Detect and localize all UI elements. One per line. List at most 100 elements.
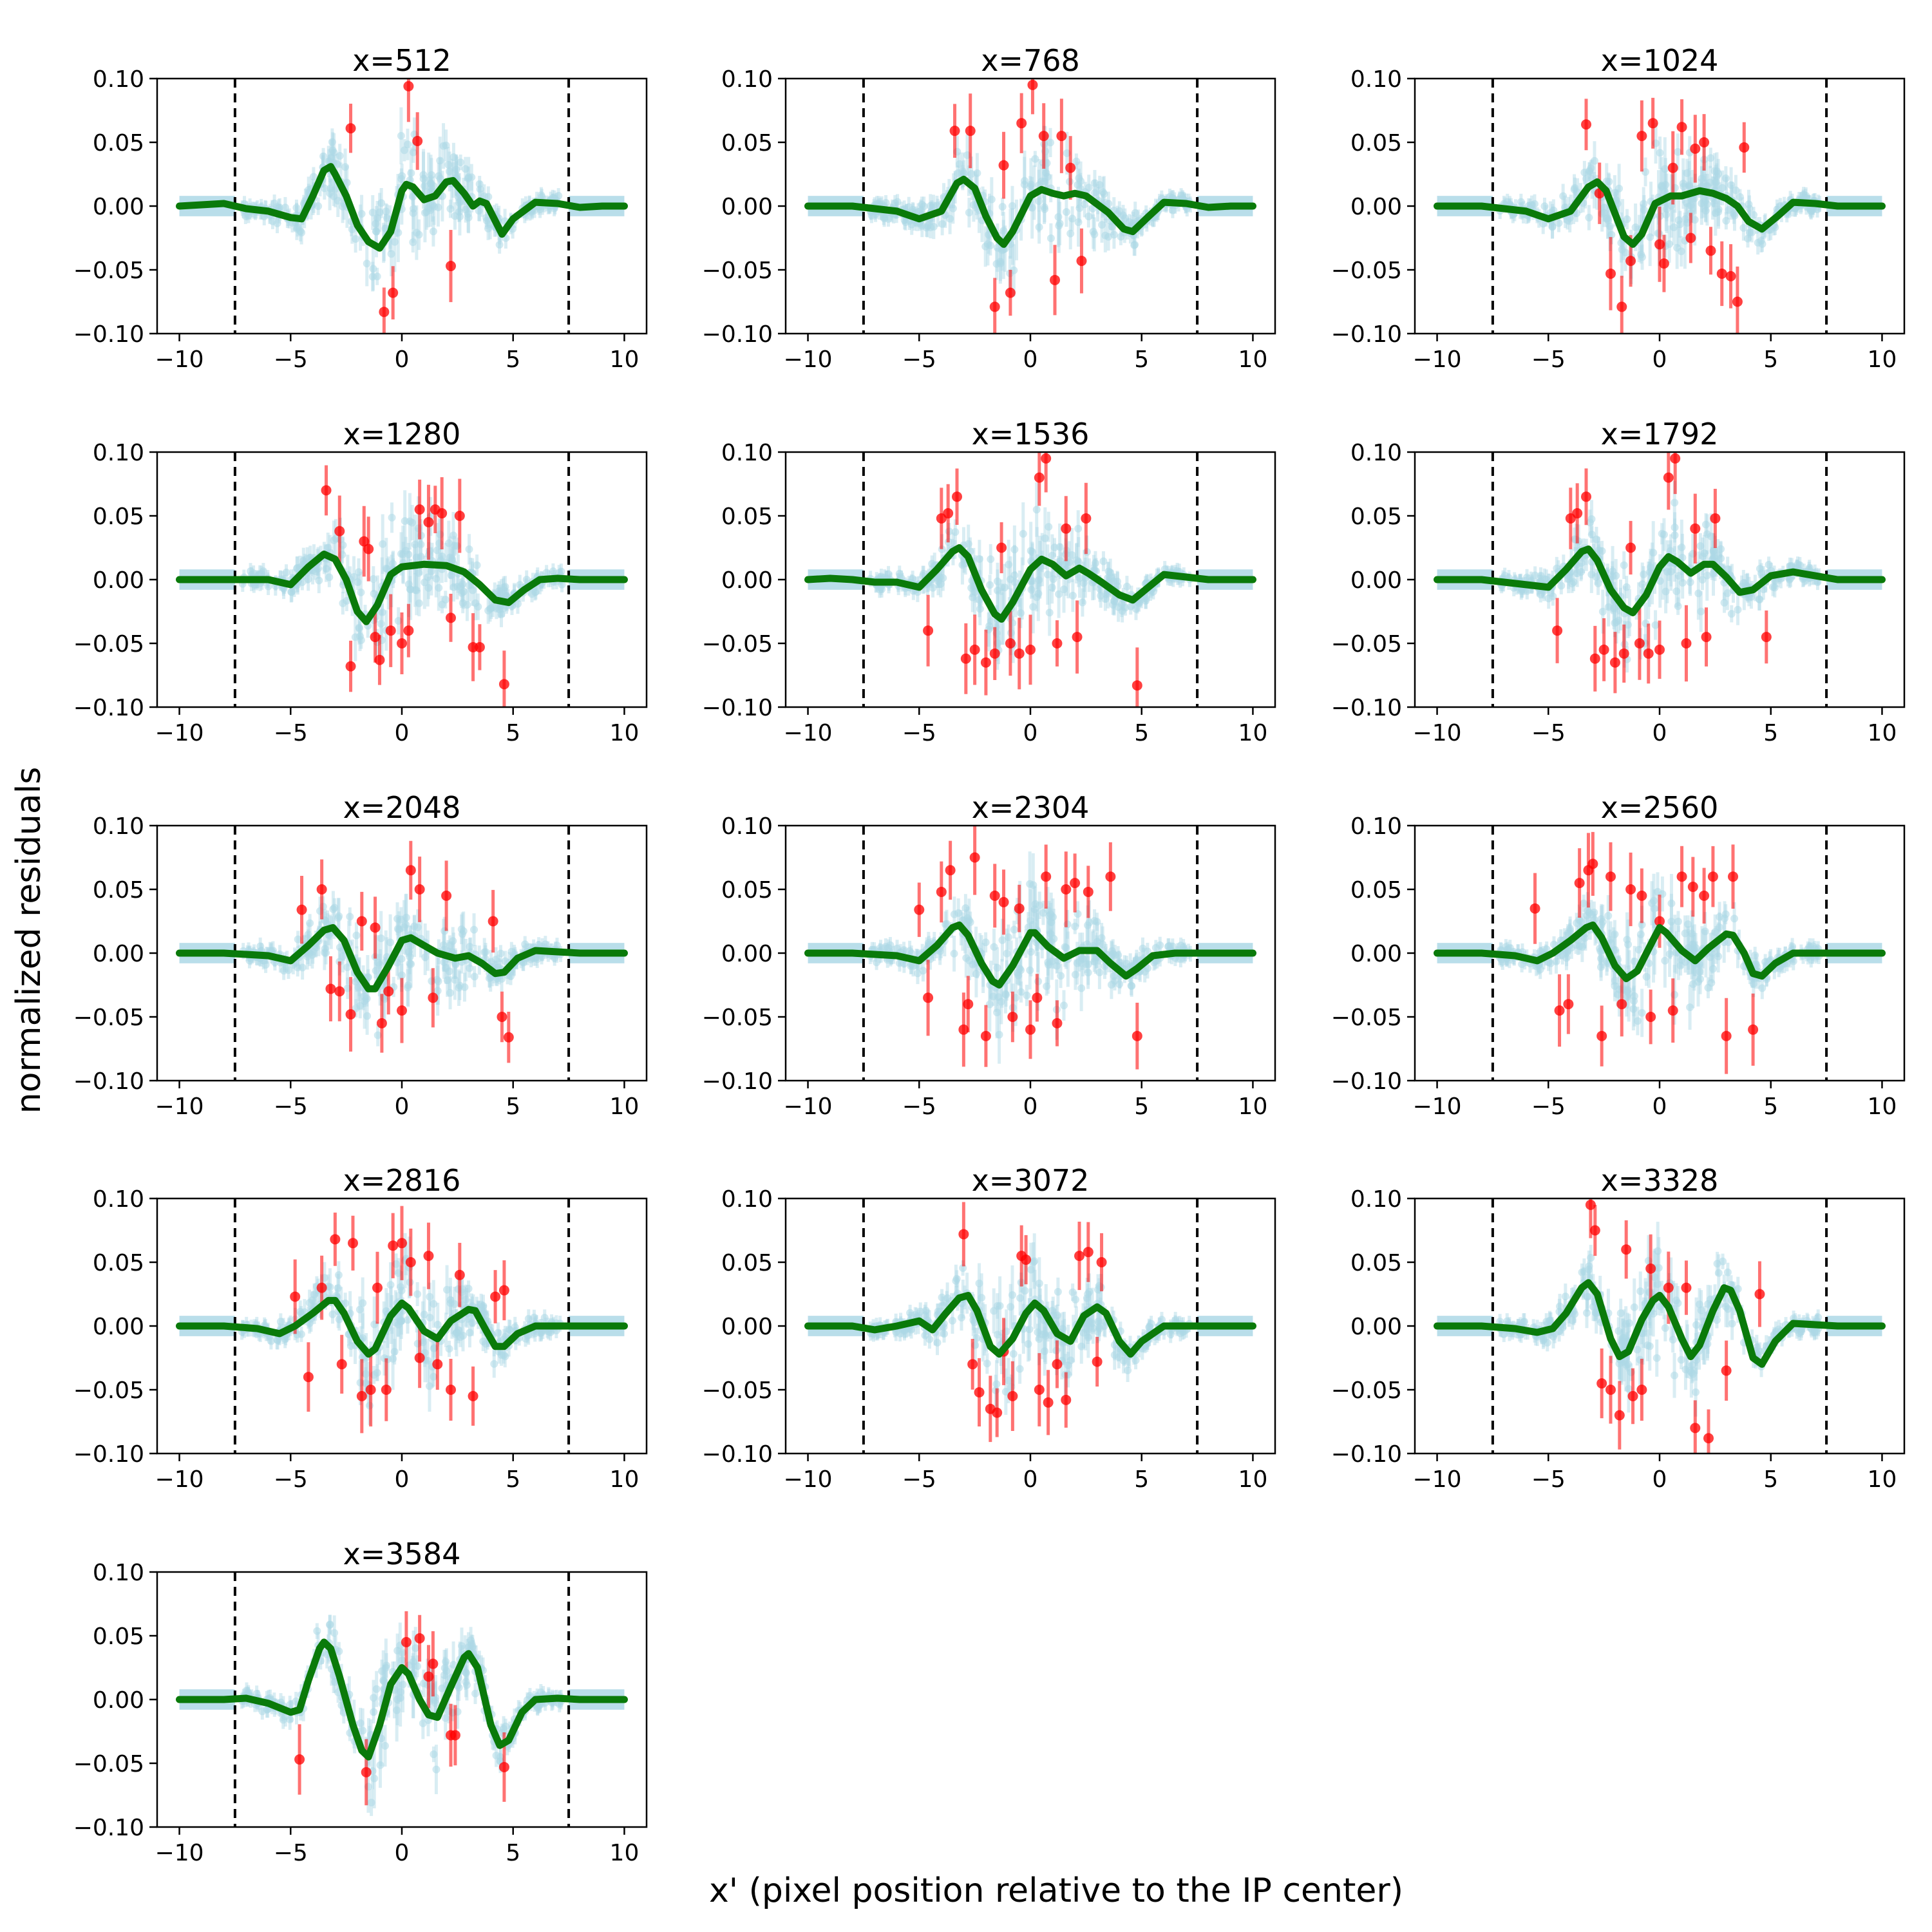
data-point <box>1057 972 1065 980</box>
data-point <box>1016 609 1025 618</box>
data-point <box>1054 213 1063 221</box>
data-point <box>1032 506 1041 514</box>
panel: −10 −5 0 5 10 −0.10 −0.05 0.00 0.05 0.10 x=2304 <box>702 790 1276 1120</box>
y-tick-label: 0.05 <box>721 504 773 530</box>
outlier-point <box>936 886 947 897</box>
outlier-point <box>403 625 414 636</box>
outlier-point <box>1025 644 1036 655</box>
data-point <box>387 250 395 258</box>
data-point <box>1699 553 1707 561</box>
data-point <box>398 172 406 180</box>
model-line <box>804 175 1256 248</box>
data-point <box>386 938 395 947</box>
data-point <box>1674 572 1683 580</box>
data-point <box>1696 542 1705 550</box>
data-point <box>435 583 443 592</box>
data-point <box>315 576 323 585</box>
y-tick-label: 0.05 <box>1350 130 1402 156</box>
plot-area <box>804 826 1256 1081</box>
data-point <box>1646 233 1654 242</box>
data-point <box>907 220 916 229</box>
data-point <box>553 942 561 950</box>
data-point <box>961 904 970 913</box>
data-point <box>895 959 904 967</box>
data-point <box>383 214 392 222</box>
data-point <box>1055 590 1063 598</box>
data-point <box>1727 610 1736 618</box>
data-point <box>1568 580 1577 588</box>
data-point <box>452 166 460 174</box>
data-point <box>1672 587 1681 596</box>
data-point <box>1640 570 1648 578</box>
data-point <box>455 198 464 207</box>
data-point <box>451 212 459 220</box>
y-tick-label: −0.05 <box>702 1005 773 1031</box>
data-point <box>1756 596 1764 604</box>
data-point <box>373 214 381 222</box>
outlier-point <box>488 916 498 927</box>
outlier-point <box>998 160 1009 171</box>
data-point <box>519 958 527 967</box>
x-tick-label: −5 <box>902 720 936 746</box>
data-point <box>1108 223 1116 231</box>
data-point <box>1587 531 1596 539</box>
data-point <box>1607 231 1616 239</box>
data-point <box>1029 603 1037 611</box>
data-point <box>975 596 983 604</box>
data-point <box>1004 933 1012 942</box>
data-point <box>907 962 915 971</box>
data-point <box>374 1031 382 1039</box>
data-point <box>1027 948 1035 956</box>
data-point <box>1721 910 1730 918</box>
data-point <box>451 976 459 984</box>
data-point <box>388 513 396 522</box>
x-tick-label: 0 <box>395 1094 410 1120</box>
data-point <box>1062 208 1070 216</box>
data-point <box>1011 578 1019 587</box>
y-tick-label: −0.10 <box>73 321 144 348</box>
outlier-point <box>1581 119 1591 130</box>
data-point <box>1111 977 1119 985</box>
outlier-point <box>923 625 934 636</box>
data-point <box>999 245 1008 254</box>
data-point <box>1620 561 1628 569</box>
data-point <box>1021 176 1029 185</box>
data-point <box>394 229 402 237</box>
outlier-point <box>1670 453 1681 464</box>
panel: −10 −5 0 5 10 −0.10 −0.05 0.00 0.05 0.10 x=1792 <box>1331 417 1906 746</box>
data-point <box>1631 957 1639 965</box>
data-point <box>355 568 363 576</box>
data-point <box>1723 565 1732 574</box>
x-tick-label: 5 <box>1763 346 1778 373</box>
data-point <box>1712 178 1720 186</box>
data-point <box>1612 572 1620 580</box>
y-tick-label: −0.10 <box>702 321 773 348</box>
x-tick-label: 0 <box>1653 720 1667 746</box>
data-point <box>936 947 944 956</box>
y-tick-label: −0.10 <box>702 1068 773 1095</box>
data-point <box>1722 216 1730 225</box>
data-point <box>1751 951 1759 960</box>
data-point <box>292 204 301 212</box>
y-tick-label: −0.05 <box>73 258 144 284</box>
data-point <box>993 963 1001 972</box>
data-point <box>1640 200 1648 208</box>
data-point <box>1517 198 1525 206</box>
data-point <box>1667 899 1676 907</box>
x-tick-label: 5 <box>506 720 520 746</box>
data-point <box>434 977 442 985</box>
data-point <box>1707 532 1716 540</box>
data-point <box>1141 597 1150 605</box>
data-point <box>1744 234 1752 243</box>
outlier-point <box>403 80 414 91</box>
y-tick-label: 0.00 <box>721 941 773 967</box>
data-point <box>1624 621 1632 629</box>
data-point <box>1122 960 1131 968</box>
data-point <box>1035 197 1043 205</box>
y-tick-label: 0.10 <box>1350 440 1402 466</box>
data-point <box>1703 200 1711 209</box>
data-point <box>1168 206 1177 214</box>
data-point <box>999 227 1008 235</box>
outlier-point <box>345 661 356 672</box>
data-point <box>1629 1005 1638 1013</box>
